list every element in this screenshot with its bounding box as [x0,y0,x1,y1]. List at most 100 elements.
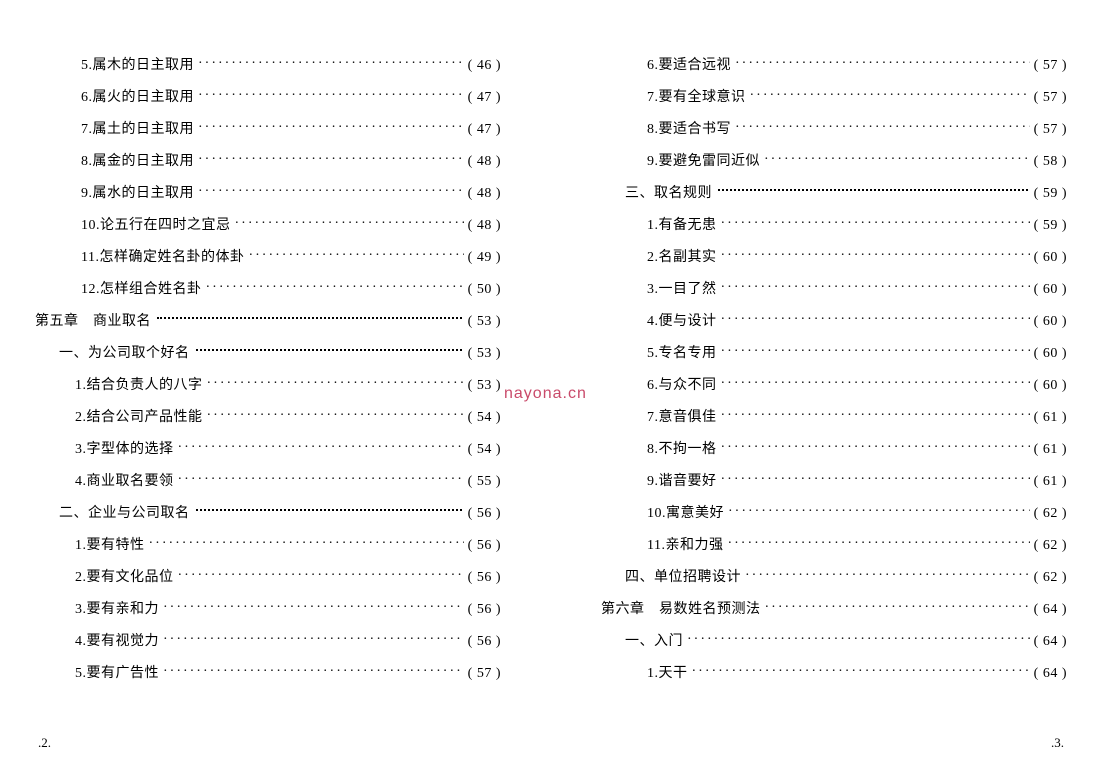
toc-leader-dots [178,560,464,592]
toc-entry: 7.意音俱佳 ( 61 ) [601,402,1067,434]
toc-leader-dots [163,624,464,656]
toc-entry-page: ( 64 ) [1034,594,1067,626]
toc-entry-label: 7.属土的日主取用 [81,114,194,146]
toc-entry-label: 4.便与设计 [647,306,717,338]
toc-entry: 4.便与设计( 60 ) [601,306,1067,338]
toc-entry-label: 第六章 易数姓名预测法 [601,594,761,626]
toc-entry-label: 10.论五行在四时之宜忌 [81,210,231,242]
toc-entry-page: ( 59 ) [1034,178,1067,210]
toc-entry-page: ( 56 ) [468,626,501,658]
toc-entry: 10.论五行在四时之宜忌 ( 48 ) [35,210,501,242]
toc-entry-label: 四、单位招聘设计 [625,562,741,594]
toc-entry-page: ( 48 ) [468,210,501,242]
toc-entry: 9.谐音要好( 61 ) [601,466,1067,498]
toc-entry-page: ( 56 ) [468,594,501,626]
toc-entry-label: 5.要有广告性 [75,658,159,690]
toc-entry: 4.要有视觉力 ( 56 ) [35,626,501,658]
toc-leader-dots [198,80,464,112]
watermark-text: nayona.cn [504,385,587,403]
toc-entry-label: 6.与众不同 [647,370,717,402]
toc-leader-dots [178,464,464,496]
toc-leader-dots [157,317,462,319]
toc-entry: 1.有备无患( 59 ) [601,210,1067,242]
toc-leader-dots [198,144,464,176]
toc-entry-page: ( 57 ) [1034,82,1067,114]
toc-entry-label: 9.属水的日主取用 [81,178,194,210]
toc-entry: 2.名副其实( 60 ) [601,242,1067,274]
toc-entry-page: ( 61 ) [1034,434,1067,466]
toc-entry-page: ( 49 ) [468,242,501,274]
toc-entry-page: ( 56 ) [468,562,501,594]
toc-entry-label: 11.亲和力强 [647,530,723,562]
toc-entry-page: ( 61 ) [1034,402,1067,434]
toc-leader-dots [687,624,1030,656]
toc-entry: 8.属金的日主取用( 48 ) [35,146,501,178]
toc-entry-page: ( 48 ) [468,178,501,210]
toc-leader-dots [198,112,464,144]
toc-entry-label: 6.属火的日主取用 [81,82,194,114]
left-page: 5.属木的日主取用( 46 )6.属火的日主取用 ( 47 ) 7.属土的日主取用 (… [0,0,551,781]
toc-entry-page: ( 62 ) [1034,530,1067,562]
toc-entry: 第六章 易数姓名预测法 ( 64 ) [601,594,1067,626]
toc-entry-label: 7.意音俱佳 [647,402,717,434]
toc-entry: 第五章 商业取名( 53 ) [35,306,501,338]
toc-leader-dots [721,272,1030,304]
toc-entry-label: 三、取名规则 [625,178,712,210]
toc-entry-label: 4.要有视觉力 [75,626,159,658]
toc-entry: 1.要有特性( 56 ) [35,530,501,562]
toc-entry-page: ( 53 ) [468,370,501,402]
toc-entry-label: 2.结合公司产品性能 [75,402,203,434]
toc-entry-page: ( 54 ) [468,402,501,434]
toc-entry-page: ( 57 ) [1034,114,1067,146]
toc-entry-page: ( 56 ) [468,530,501,562]
right-page-number: .3. [1051,735,1064,751]
toc-entry: 2.结合公司产品性能 ( 54 ) [35,402,501,434]
toc-entry: 4.商业取名要领( 55 ) [35,466,501,498]
toc-entry-label: 2.名副其实 [647,242,717,274]
toc-entry-label: 9.要避免雷同近似 [647,146,760,178]
toc-leader-dots [235,208,464,240]
toc-entry-label: 6.要适合远视 [647,50,731,82]
toc-entry-page: ( 60 ) [1034,338,1067,370]
toc-entry-label: 12.怎样组合姓名卦 [81,274,202,306]
toc-leader-dots [721,208,1030,240]
toc-entry-page: ( 47 ) [468,82,501,114]
toc-entry: 3.一目了然( 60 ) [601,274,1067,306]
toc-entry: 9.属水的日主取用 ( 48 ) [35,178,501,210]
toc-entry-label: 8.不拘一格 [647,434,717,466]
right-toc-list: 6.要适合远视( 57 )7.要有全球意识( 57 )8.要适合书写( 57 )… [601,50,1067,690]
toc-entry-page: ( 54 ) [468,434,501,466]
toc-entry-page: ( 61 ) [1034,466,1067,498]
toc-entry: 7.要有全球意识( 57 ) [601,82,1067,114]
toc-entry-page: ( 62 ) [1034,562,1067,594]
toc-leader-dots [248,240,463,272]
toc-entry-page: ( 58 ) [1034,146,1067,178]
toc-entry: 5.要有广告性( 57 ) [35,658,501,690]
toc-leader-dots [721,304,1030,336]
toc-entry: 6.要适合远视( 57 ) [601,50,1067,82]
toc-leader-dots [163,592,464,624]
left-toc-list: 5.属木的日主取用( 46 )6.属火的日主取用 ( 47 ) 7.属土的日主取用 (… [35,50,501,690]
toc-entry-label: 10.寓意美好 [647,498,724,530]
toc-entry-page: ( 60 ) [1034,274,1067,306]
toc-entry: 11.怎样确定姓名卦的体卦( 49 ) [35,242,501,274]
toc-leader-dots [149,528,464,560]
toc-leader-dots [765,592,1030,624]
toc-entry-label: 一、入门 [625,626,683,658]
toc-entry-label: 二、企业与公司取名 [59,498,190,530]
toc-entry: 2.要有文化品位( 56 ) [35,562,501,594]
toc-leader-dots [721,464,1030,496]
right-page: 6.要适合远视( 57 )7.要有全球意识( 57 )8.要适合书写( 57 )… [551,0,1102,781]
toc-leader-dots [745,560,1030,592]
toc-entry: 1.结合负责人的八字( 53 ) [35,370,501,402]
toc-entry-page: ( 53 ) [468,338,501,370]
toc-leader-dots [206,272,464,304]
toc-entry: 9.要避免雷同近似 ( 58 ) [601,146,1067,178]
toc-leader-dots [727,528,1029,560]
toc-entry-page: ( 62 ) [1034,498,1067,530]
toc-entry-label: 8.要适合书写 [647,114,731,146]
toc-entry: 5.专名专用( 60 ) [601,338,1067,370]
toc-entry: 8.要适合书写 ( 57 ) [601,114,1067,146]
toc-entry: 四、单位招聘设计 ( 62 ) [601,562,1067,594]
toc-entry: 5.属木的日主取用( 46 ) [35,50,501,82]
